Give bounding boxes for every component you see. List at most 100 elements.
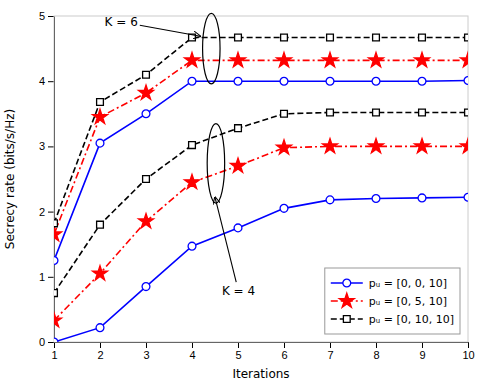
data-point (188, 242, 196, 250)
tick: 1 (39, 271, 54, 283)
tick-mark (48, 342, 54, 343)
highlight-ellipse (203, 13, 220, 83)
data-point (326, 77, 334, 85)
data-point (230, 52, 245, 66)
tick-label: 5 (39, 10, 45, 22)
data-point (54, 257, 58, 265)
data-point (281, 110, 288, 117)
tick: 5 (235, 342, 241, 361)
data-point (54, 227, 62, 241)
tick: 2 (97, 342, 103, 361)
series-line (54, 197, 468, 342)
annotation-text: K = 4 (222, 284, 255, 298)
data-point (138, 213, 153, 227)
tick: 1 (51, 342, 57, 361)
tick-label: 10 (462, 349, 474, 361)
data-point (280, 204, 288, 212)
tick: 8 (373, 342, 379, 361)
data-point (418, 77, 426, 85)
legend-label: pᵤ = [0, 0, 10] (369, 277, 447, 290)
data-point (234, 77, 242, 85)
series (54, 77, 468, 265)
legend-marker (343, 279, 351, 287)
tick-label: 4 (39, 75, 45, 87)
series-line (54, 112, 468, 293)
series-line (54, 81, 468, 261)
data-point (368, 52, 383, 66)
highlight-ellipse (207, 124, 224, 204)
chart: 12345678910012345K = 6K = 4pᵤ = [0, 0, 1… (0, 0, 482, 386)
tick-mark (376, 342, 377, 348)
tick-mark (284, 342, 285, 348)
data-point (184, 174, 199, 188)
tick-mark (48, 146, 54, 147)
legend-entry: pᵤ = [0, 10, 10] (331, 313, 454, 326)
tick: 9 (419, 342, 425, 361)
series-line (54, 38, 468, 224)
data-point (97, 99, 104, 106)
data-point (322, 52, 337, 66)
data-point (281, 34, 288, 41)
legend-marker (343, 316, 350, 323)
tick: 4 (189, 342, 195, 361)
x-axis-title: Iterations (232, 367, 289, 381)
tick-mark (48, 81, 54, 82)
data-point (54, 220, 57, 227)
legend-label: pᵤ = [0, 5, 10] (369, 295, 447, 308)
data-point (142, 110, 150, 118)
tick-label: 1 (51, 349, 57, 361)
legend-entry: pᵤ = [0, 5, 10] (331, 293, 447, 308)
tick: 3 (143, 342, 149, 361)
tick-label: 2 (39, 206, 45, 218)
legend-label: pᵤ = [0, 10, 10] (369, 313, 454, 326)
annotation-text: K = 6 (105, 15, 138, 29)
data-point (276, 52, 291, 66)
data-point (322, 139, 337, 153)
annotations: K = 6 K = 4 (105, 13, 255, 298)
tick-label: 7 (327, 349, 333, 361)
tick: 5 (39, 10, 54, 22)
data-point (464, 77, 468, 85)
data-point (138, 85, 153, 99)
data-point (465, 109, 468, 116)
data-point (189, 142, 196, 149)
tick-label: 8 (373, 349, 379, 361)
tick-mark (48, 16, 54, 17)
annotation-arrow (215, 197, 236, 282)
data-point (460, 139, 468, 153)
axis-line (55, 343, 469, 349)
data-point (143, 176, 150, 183)
tick-mark (238, 342, 239, 348)
data-point (460, 52, 468, 66)
data-point (326, 196, 334, 204)
data-point (368, 139, 383, 153)
data-point (234, 224, 242, 232)
tick-label: 3 (39, 140, 45, 152)
data-point (235, 34, 242, 41)
legend-marker (339, 293, 354, 307)
tick-label: 1 (39, 271, 45, 283)
legend-frame (325, 268, 460, 334)
data-point (97, 221, 104, 228)
data-point (96, 139, 104, 147)
data-point (373, 34, 380, 41)
data-point (372, 77, 380, 85)
data-point (92, 266, 107, 280)
tick-mark (100, 342, 101, 348)
tick-label: 2 (97, 349, 103, 361)
tick: 2 (39, 206, 54, 218)
tick-label: 4 (189, 349, 195, 361)
annotation-arrow (140, 25, 200, 36)
data-point (54, 313, 62, 327)
data-point (419, 109, 426, 116)
data-point (414, 52, 429, 66)
data-layer (54, 34, 468, 342)
data-point (142, 283, 150, 291)
data-point (373, 109, 380, 116)
tick-mark (48, 212, 54, 213)
x-axis: 12345678910 (51, 342, 474, 361)
data-point (54, 290, 57, 297)
series-line (54, 146, 468, 320)
tick-mark (146, 342, 147, 348)
legend-entry: pᵤ = [0, 0, 10] (331, 277, 447, 290)
